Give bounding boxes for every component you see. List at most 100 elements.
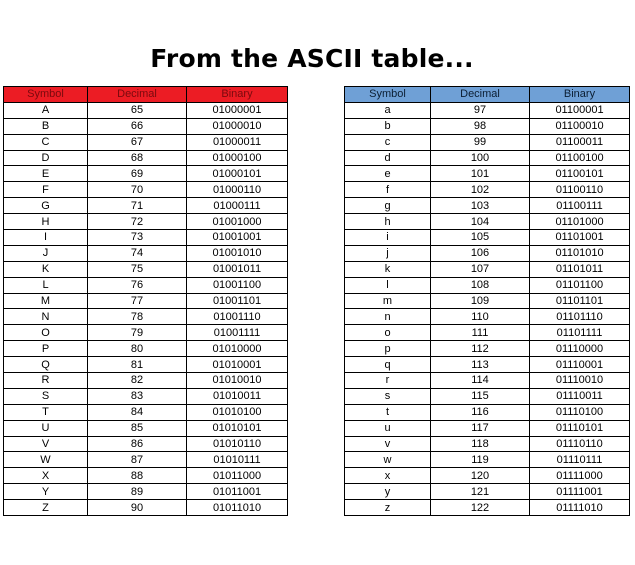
symbol-cell: i [344, 229, 431, 246]
table-row: O 79 01001111 [3, 324, 288, 342]
binary-column-header: Binary [186, 86, 288, 103]
symbol-cell: u [344, 419, 431, 437]
symbol-cell: A [3, 101, 88, 119]
decimal-cell: 122 [430, 499, 530, 517]
table-row: M 77 01001101 [3, 292, 288, 310]
symbol-cell: C [3, 133, 88, 151]
symbol-cell: O [3, 324, 88, 342]
lowercase-table-header: Symbol Decimal Binary [344, 86, 630, 103]
decimal-cell: 75 [87, 260, 187, 278]
symbol-cell: r [344, 372, 431, 389]
table-row: V 86 01010110 [3, 435, 288, 453]
binary-cell: 01101011 [529, 260, 630, 278]
binary-cell: 01010100 [186, 403, 288, 421]
decimal-cell: 67 [87, 133, 187, 151]
table-row: u 117 01110101 [344, 419, 630, 437]
binary-cell: 01011000 [186, 467, 288, 485]
table-row: P 80 01010000 [3, 340, 288, 358]
binary-cell: 01100101 [529, 165, 630, 183]
symbol-cell: f [344, 181, 431, 199]
lowercase-ascii-table: Symbol Decimal Binary a 97 01100001 b 98 0110… [344, 86, 630, 517]
binary-cell: 01110011 [529, 387, 630, 405]
table-row: e 101 01100101 [344, 165, 630, 183]
header-row: Symbol Decimal Binary [344, 86, 630, 103]
decimal-cell: 97 [430, 101, 530, 119]
table-row: R 82 01010010 [3, 372, 288, 389]
decimal-cell: 112 [430, 340, 530, 358]
decimal-cell: 73 [87, 229, 187, 246]
binary-cell: 01111010 [529, 499, 630, 517]
symbol-cell: v [344, 435, 431, 453]
symbol-cell: M [3, 292, 88, 310]
symbol-cell: J [3, 244, 88, 262]
decimal-cell: 66 [87, 117, 187, 135]
decimal-cell: 79 [87, 324, 187, 342]
binary-cell: 01000010 [186, 117, 288, 135]
symbol-cell: n [344, 308, 431, 326]
decimal-cell: 70 [87, 181, 187, 199]
decimal-cell: 84 [87, 403, 187, 421]
table-row: D 68 01000100 [3, 149, 288, 167]
symbol-cell: h [344, 213, 431, 231]
symbol-cell: P [3, 340, 88, 358]
decimal-cell: 82 [87, 372, 187, 389]
decimal-cell: 107 [430, 260, 530, 278]
binary-cell: 01001101 [186, 292, 288, 310]
binary-cell: 01011001 [186, 483, 288, 501]
binary-cell: 01110100 [529, 403, 630, 421]
symbol-cell: T [3, 403, 88, 421]
decimal-cell: 68 [87, 149, 187, 167]
table-row: C 67 01000011 [3, 133, 288, 151]
symbol-cell: l [344, 276, 431, 294]
symbol-cell: E [3, 165, 88, 183]
decimal-cell: 89 [87, 483, 187, 501]
binary-cell: 01000001 [186, 101, 288, 119]
decimal-column-header: Decimal [430, 86, 530, 103]
binary-cell: 01000011 [186, 133, 288, 151]
decimal-cell: 87 [87, 451, 187, 469]
binary-cell: 01001001 [186, 229, 288, 246]
decimal-cell: 119 [430, 451, 530, 469]
binary-cell: 01100100 [529, 149, 630, 167]
decimal-cell: 109 [430, 292, 530, 310]
binary-cell: 01010010 [186, 372, 288, 389]
binary-cell: 01111000 [529, 467, 630, 485]
binary-cell: 01110101 [529, 419, 630, 437]
symbol-cell: X [3, 467, 88, 485]
binary-cell: 01101100 [529, 276, 630, 294]
symbol-cell: z [344, 499, 431, 517]
symbol-cell: j [344, 244, 431, 262]
binary-cell: 01000110 [186, 181, 288, 199]
symbol-cell: G [3, 197, 88, 215]
table-row: E 69 01000101 [3, 165, 288, 183]
symbol-cell: t [344, 403, 431, 421]
table-row: G 71 01000111 [3, 197, 288, 215]
binary-cell: 01110000 [529, 340, 630, 358]
binary-cell: 01001100 [186, 276, 288, 294]
table-row: t 116 01110100 [344, 403, 630, 421]
decimal-cell: 69 [87, 165, 187, 183]
symbol-cell: Y [3, 483, 88, 501]
decimal-column-header: Decimal [87, 86, 187, 103]
decimal-cell: 116 [430, 403, 530, 421]
decimal-cell: 105 [430, 229, 530, 246]
binary-cell: 01110111 [529, 451, 630, 469]
symbol-cell: Q [3, 356, 88, 374]
symbol-cell: I [3, 229, 88, 246]
page-title: From the ASCII table... [150, 44, 474, 73]
binary-cell: 01100011 [529, 133, 630, 151]
table-row: j 106 01101010 [344, 244, 630, 262]
table-row: X 88 01011000 [3, 467, 288, 485]
symbol-cell: w [344, 451, 431, 469]
decimal-cell: 120 [430, 467, 530, 485]
symbol-cell: d [344, 149, 431, 167]
symbol-column-header: Symbol [344, 86, 431, 103]
table-row: A 65 01000001 [3, 101, 288, 119]
symbol-cell: K [3, 260, 88, 278]
decimal-cell: 101 [430, 165, 530, 183]
decimal-cell: 111 [430, 324, 530, 342]
symbol-cell: N [3, 308, 88, 326]
symbol-cell: x [344, 467, 431, 485]
table-row: w 119 01110111 [344, 451, 630, 469]
binary-cell: 01010001 [186, 356, 288, 374]
